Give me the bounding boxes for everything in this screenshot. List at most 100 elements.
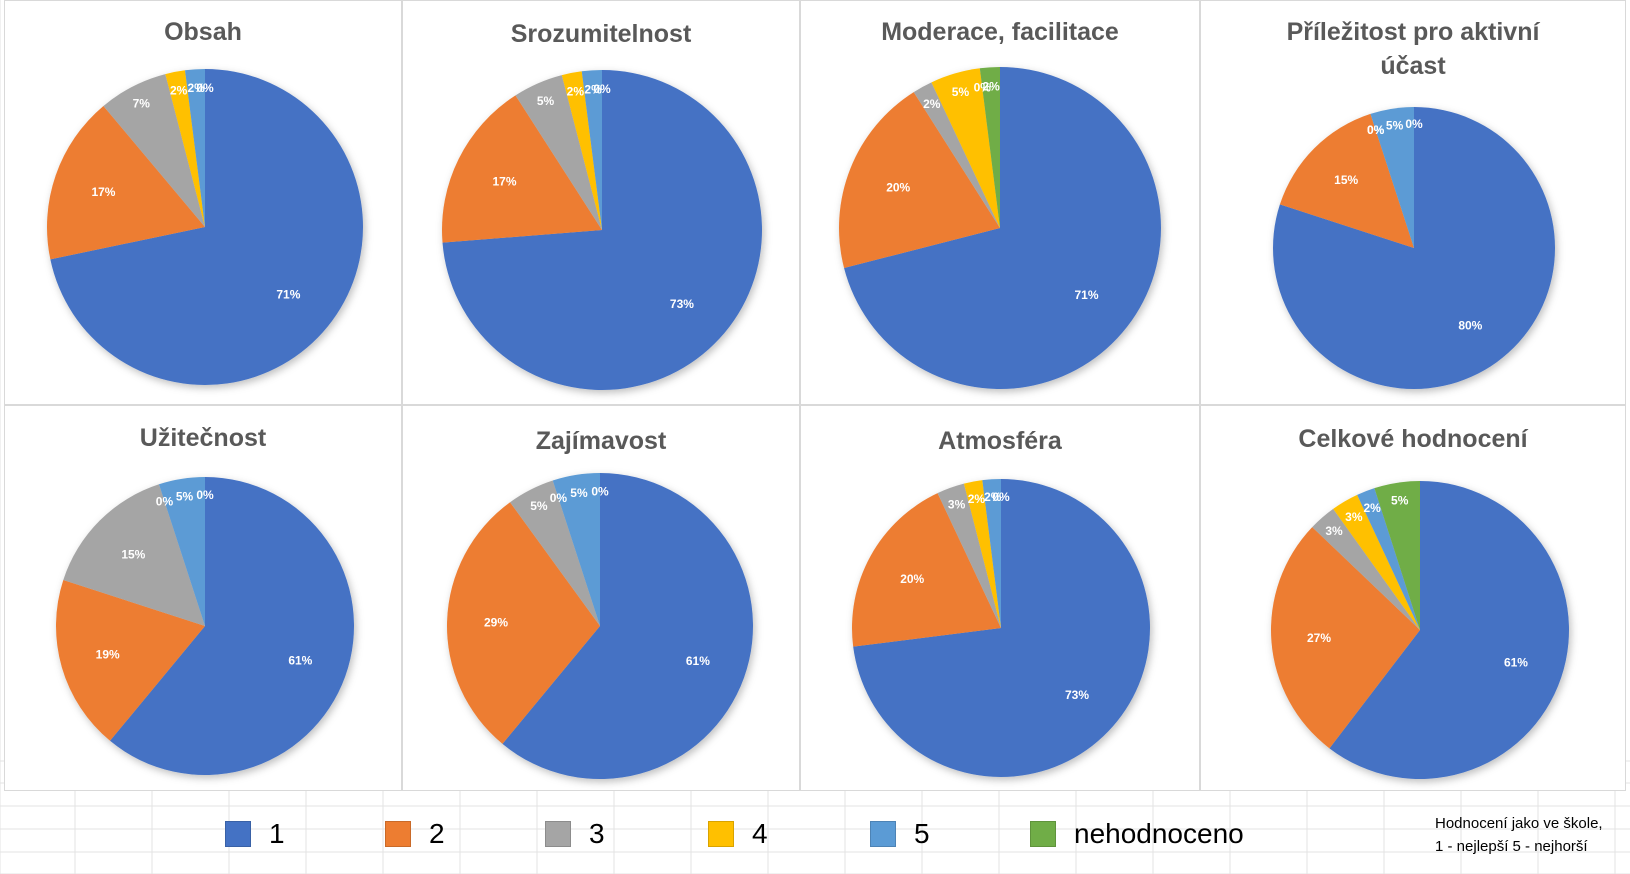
chart-title: Atmosféra — [938, 427, 1062, 455]
legend-item-1: 1 — [225, 806, 285, 862]
data-label-4: 3% — [1345, 510, 1363, 524]
data-label-3: 7% — [133, 96, 151, 110]
pie-slice-5 — [184, 69, 205, 227]
pie-slice-1 — [110, 477, 354, 775]
data-label-1: 73% — [670, 297, 694, 311]
chart-panel-uzitecnost[interactable]: Užitečnost 61% 19% 15% 0% 5% 0% — [4, 405, 402, 791]
data-label-nehodnoceno: 0% — [591, 484, 609, 498]
pie-slice-1 — [844, 67, 1161, 389]
legend-label: 3 — [589, 818, 605, 849]
data-label-5: 5% — [176, 489, 194, 503]
pie-slice-1 — [853, 479, 1150, 777]
data-label-2: 27% — [1307, 631, 1331, 645]
pie-slice-4 — [931, 68, 1000, 228]
data-label-4: 2% — [567, 85, 585, 99]
pie-slice-3 — [1312, 508, 1420, 630]
chart-panel-prilezitost[interactable]: Příležitost pro aktivní účast 80% 15% 0% 0%… — [1200, 0, 1626, 405]
legend-swatch — [870, 821, 896, 847]
chart-legend: 1 2 3 4 5 nehodnoceno — [0, 806, 1300, 862]
data-label-3: 2% — [923, 97, 941, 111]
pie-slice-1 — [50, 69, 364, 385]
legend-label: nehodnoceno — [1074, 818, 1244, 849]
chart-panel-zajimavost[interactable]: Zajímavost 61% 29% 5% 0% 5% 0% — [402, 405, 800, 791]
chart-panel-atmosfera[interactable]: Atmosféra 73% 20% 3% 2% 2% 0% — [800, 405, 1200, 791]
data-label-4: 0% — [550, 491, 568, 505]
data-label-nehodnoceno: 0% — [196, 81, 214, 95]
pie-slice-3 — [913, 82, 1000, 228]
pie-slice-5 — [1370, 107, 1414, 248]
data-label-1: 73% — [1065, 688, 1089, 702]
legend-label: 4 — [752, 818, 768, 849]
legend-swatch — [385, 821, 411, 847]
chart-title-text: Příležitost pro aktivní účast — [1286, 18, 1540, 80]
data-label-1: 71% — [276, 288, 300, 302]
pie-slice-2 — [1279, 113, 1414, 248]
chart-panel-celkove-hodnoceni[interactable]: Celkové hodnocení 61% 27% 3% 3% 2% 5% — [1200, 405, 1626, 791]
pie-slices — [1273, 107, 1555, 389]
data-label-2: 20% — [886, 181, 910, 195]
chart-title: Příležitost pro aktivní účast — [1261, 15, 1565, 83]
pie-chart: 73%20%3% 2%2%0% — [852, 479, 1150, 777]
pie-chart: 71%20%2%5% 0%2% — [839, 67, 1161, 389]
data-label-1: 80% — [1458, 319, 1482, 333]
data-label-nehodnoceno: 0% — [196, 488, 214, 502]
data-label-3: 5% — [530, 499, 548, 513]
rating-note: Hodnocení jako ve škole, 1 - nejlepší 5 … — [1435, 812, 1625, 858]
data-label-nehodnoceno: 2% — [982, 80, 1000, 94]
data-label-1: 61% — [686, 654, 710, 668]
legend-swatch — [1030, 821, 1056, 847]
data-label-3: 15% — [121, 547, 145, 561]
pie-chart: 80%15%0%0% 5% 0% — [1273, 107, 1555, 389]
data-label-nehodnoceno: 0% — [593, 82, 611, 96]
data-label-5: 2% — [584, 82, 602, 96]
legend-label: 2 — [429, 818, 445, 849]
chart-panel-srozumitelnost[interactable]: Srozumitelnost 73% 17% 5% 2% 2% 0% — [402, 0, 800, 405]
pie-slice-3 — [515, 75, 602, 230]
pie-slice-1 — [502, 473, 753, 779]
data-label-1: 71% — [1074, 288, 1098, 302]
pie-slice-nehodnoceno — [979, 67, 1000, 228]
legend-item-3: 3 — [545, 806, 605, 862]
pie-slice-2 — [56, 579, 205, 741]
chart-title: Obsah — [164, 18, 242, 46]
legend-label: 1 — [269, 818, 285, 849]
pie-slices — [442, 70, 762, 390]
data-label-3: 0% — [1367, 123, 1385, 137]
data-label-4: 0% — [156, 494, 174, 508]
pie-slice-2 — [839, 92, 1000, 269]
chart-title: Užitečnost — [139, 424, 267, 452]
data-label-3: 3% — [1325, 524, 1343, 538]
pie-slice-3 — [63, 484, 206, 626]
legend-swatch — [545, 821, 571, 847]
data-label-3: 3% — [948, 498, 966, 512]
legend-swatch — [708, 821, 734, 847]
pie-slices — [46, 69, 364, 385]
pie-slice-5 — [552, 473, 600, 626]
chart-title: Srozumitelnost — [510, 20, 692, 48]
legend-item-5: 5 — [870, 806, 930, 862]
data-label-4: 0% — [1367, 123, 1385, 137]
pie-slice-1 — [1329, 481, 1569, 779]
pie-slice-2 — [447, 502, 600, 744]
data-label-5: 0% — [974, 80, 992, 94]
data-label-nehodnoceno: 0% — [1405, 117, 1423, 131]
pie-slices — [839, 67, 1161, 389]
pie-slice-4 — [165, 70, 205, 227]
chart-title: Moderace, facilitace — [881, 18, 1119, 46]
pie-slice-5 — [1357, 488, 1420, 630]
pie-slice-3 — [510, 480, 600, 626]
pie-slices — [1271, 481, 1569, 779]
chart-panel-obsah[interactable]: Obsah 71% 17% 7% 2% 2% 0% — [4, 0, 402, 405]
legend-item-4: 4 — [708, 806, 768, 862]
data-label-4: 5% — [952, 85, 970, 99]
pie-chart: 61% 19% 15% 0% 5% 0% — [56, 477, 354, 775]
chart-title: Celkové hodnocení — [1298, 425, 1528, 453]
pie-slice-2 — [442, 95, 602, 243]
pie-chart: 71%17%7%2% 2%0% — [46, 69, 364, 385]
data-label-1: 61% — [288, 653, 312, 667]
pie-slice-3 — [937, 483, 1001, 628]
chart-panel-moderace-facilitace[interactable]: Moderace, facilitace 71% 20% 2% 5% 0% 2% — [800, 0, 1200, 405]
data-label-5: 2% — [1364, 501, 1382, 515]
legend-swatch — [225, 821, 251, 847]
pie-chart: 73%17%5%2% 2%0% — [442, 70, 762, 390]
